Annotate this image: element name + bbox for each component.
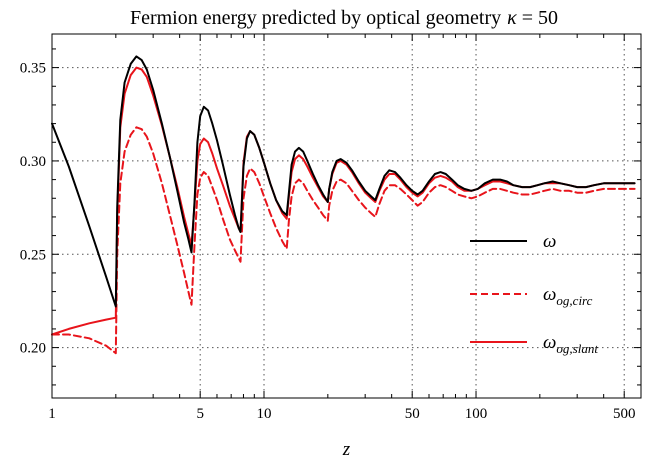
y-tick-label: 0.35 xyxy=(20,61,46,77)
legend-omega-og-slant-symbol: ω xyxy=(543,332,556,353)
chart-title-main: Fermion energy predicted by optical geom… xyxy=(130,7,501,29)
legend-omega-symbol: ω xyxy=(543,231,556,252)
chart-title: Fermion energy predicted by optical geom… xyxy=(130,7,558,29)
y-tick-label: 0.30 xyxy=(20,154,46,170)
legend-omega-og-circ-label: ωog,circ xyxy=(543,284,593,308)
y-tick-label: 0.20 xyxy=(20,341,46,357)
x-tick-label: 100 xyxy=(465,406,488,422)
series-omega-og-circ-line xyxy=(51,126,636,355)
legend-omega-og-slant-subscript: og,slant xyxy=(556,341,598,356)
x-axis-label: z xyxy=(342,439,351,460)
plot-series xyxy=(51,55,636,355)
chart-title-kappa: κ xyxy=(507,7,517,29)
x-tick-label: 5 xyxy=(196,406,204,422)
chart-title-kappa-value: = 50 xyxy=(522,7,558,29)
legend-omega-og-circ-subscript: og,circ xyxy=(556,293,592,308)
plot-frame xyxy=(51,33,642,399)
legend-omega-og-slant-label: ωog,slant xyxy=(543,332,598,356)
x-tick-label: 1 xyxy=(48,406,56,422)
x-tick-label: 500 xyxy=(613,406,636,422)
grid-lines xyxy=(52,34,641,398)
series-omega-og-slant-line xyxy=(51,66,636,336)
series-omega-line xyxy=(51,55,636,308)
x-tick-label: 50 xyxy=(405,406,420,422)
x-tick-label: 10 xyxy=(257,406,272,422)
y-tick-label: 0.25 xyxy=(20,247,46,263)
axis-ticks: 1 5 10 50 100 500 0.20 0.25 0.30 0.35 xyxy=(20,34,642,422)
legend-omega-label: ω xyxy=(543,231,556,252)
legend-omega-og-circ-symbol: ω xyxy=(543,284,556,305)
